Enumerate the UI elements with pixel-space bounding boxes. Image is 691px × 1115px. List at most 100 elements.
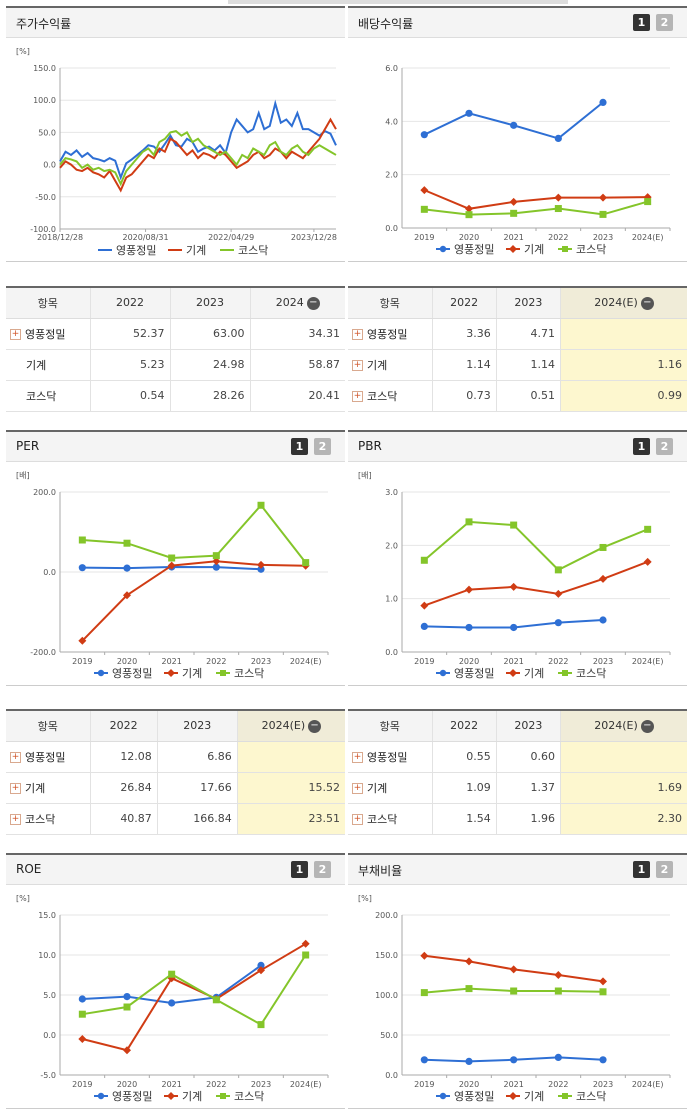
series-line-kosdaq <box>424 200 648 216</box>
legend-label-kosdaq[interactable]: 코스닥 <box>576 667 606 680</box>
panel-stock-return: 주가수익률 [%] 150.0 100.0 50.0 0.0 -50.0 -100.0 2018… <box>6 6 345 262</box>
expand-plus-icon[interactable]: + <box>352 783 363 794</box>
data-point-yp <box>78 564 86 572</box>
legend-marker <box>562 1093 568 1099</box>
legend-label-mach[interactable]: 기계 <box>524 667 544 680</box>
legend-marker <box>97 669 105 677</box>
x-tick-label: 2020 <box>117 1080 137 1089</box>
expand-plus-icon[interactable]: + <box>352 391 363 402</box>
legend-label-mach[interactable]: 기계 <box>524 243 544 256</box>
page-1-button[interactable]: 1 <box>291 861 308 878</box>
column-header: 2022 <box>89 288 171 319</box>
data-table: 항목 2022 2023 2024− + 영풍정밀 52.37 63.00 34.31 기계 5.2… <box>6 288 345 412</box>
expand-plus-icon[interactable]: + <box>352 814 363 825</box>
legend-marker <box>509 245 517 253</box>
page-1-button[interactable]: 1 <box>633 861 650 878</box>
series-line-yp <box>59 99 337 181</box>
legend-label-mach[interactable]: 기계 <box>182 667 202 680</box>
data-point-mach <box>420 951 429 960</box>
column-header-label: 항목 <box>37 719 58 733</box>
data-point-kosdaq <box>78 536 86 544</box>
legend-label-kosdaq[interactable]: 코스닥 <box>238 244 268 257</box>
data-point-mach <box>509 965 518 974</box>
panel-debt-ratio: 부채비율 1 2 [%] 200.0 150.0 100.0 50.0 0.0 2019 2020 2… <box>348 853 687 1109</box>
legend-label-yp[interactable]: 영풍정밀 <box>112 1090 152 1103</box>
page-2-button[interactable]: 2 <box>656 14 673 31</box>
data-point-kosdaq <box>420 205 428 213</box>
row-name-cell: + 코스닥 <box>348 380 432 412</box>
legend-label-kosdaq[interactable]: 코스닥 <box>576 1090 606 1103</box>
column-header: 2024(E) − <box>236 711 345 742</box>
page-1-button[interactable]: 1 <box>633 438 650 455</box>
page-2-button[interactable]: 2 <box>656 438 673 455</box>
table-cell <box>560 741 687 773</box>
data-point-mach <box>257 560 265 569</box>
data-point-kosdaq <box>123 1003 131 1011</box>
data-point-mach <box>78 636 87 645</box>
collapse-icon[interactable]: − <box>308 719 322 733</box>
data-point-mach <box>599 977 607 986</box>
table-header-row: 항목 2022 2023 2024(E) − <box>6 711 345 742</box>
page-2-button[interactable]: 2 <box>314 861 331 878</box>
legend-label-kosdaq[interactable]: 코스닥 <box>576 243 606 256</box>
table-row: + 영풍정밀 3.36 4.71 <box>348 318 687 350</box>
expand-plus-icon[interactable]: + <box>10 814 21 825</box>
legend-label-kosdaq[interactable]: 코스닥 <box>234 1090 264 1103</box>
x-tick-label: 2020 <box>459 233 479 242</box>
legend-label-yp[interactable]: 영풍정밀 <box>454 1090 494 1103</box>
column-header-label: 2023 <box>514 296 543 310</box>
page-2-button[interactable]: 2 <box>656 861 673 878</box>
legend-label-mach[interactable]: 기계 <box>524 1090 544 1103</box>
expand-plus-icon[interactable]: + <box>352 752 363 763</box>
expand-plus-icon[interactable]: + <box>352 360 363 371</box>
page-1-button[interactable]: 1 <box>291 438 308 455</box>
table-cell: 0.54 <box>89 380 171 412</box>
legend-label-yp[interactable]: 영풍정밀 <box>112 667 152 680</box>
y-tick-label: -100.0 <box>30 225 56 234</box>
table-cell: 1.69 <box>560 772 687 804</box>
column-header-label: 2022 <box>116 296 144 310</box>
legend-marker <box>97 1092 105 1100</box>
expand-plus-icon[interactable]: + <box>352 329 363 340</box>
expand-plus-icon[interactable]: + <box>10 783 21 794</box>
table-stock-return: 항목 2022 2023 2024− + 영풍정밀 52.37 63.00 34.31 기계 5.2… <box>6 286 345 412</box>
row-label: 영풍정밀 <box>367 750 408 764</box>
y-tick-label: -50.0 <box>35 193 56 202</box>
series-line-mach <box>82 942 307 1052</box>
panel-bottom-rule <box>6 1108 345 1109</box>
data-point-mach <box>509 582 518 591</box>
x-tick-label: 2022 <box>548 657 568 666</box>
table-cell: 0.55 <box>431 741 497 773</box>
collapse-icon[interactable]: − <box>306 296 320 310</box>
legend-label-yp[interactable]: 영풍정밀 <box>116 244 156 257</box>
series-line-kosdaq <box>82 954 307 1026</box>
collapse-icon[interactable]: − <box>640 719 654 733</box>
legend-label-kosdaq[interactable]: 코스닥 <box>234 667 264 680</box>
column-header: 2024(E) − <box>560 288 687 319</box>
data-point-mach <box>167 561 176 570</box>
line-chart: [%]200.0 150.0 100.0 50.0 0.0 2019 2020 2021 202… <box>358 894 671 1103</box>
legend-label-yp[interactable]: 영풍정밀 <box>454 243 494 256</box>
chart-legend: 영풍정밀 기계 코스닥 <box>94 667 264 680</box>
page-1-button[interactable]: 1 <box>633 14 650 31</box>
expand-plus-icon[interactable]: + <box>10 752 21 763</box>
table-cell: 34.31 <box>249 318 345 350</box>
page-2-button[interactable]: 2 <box>314 438 331 455</box>
legend-label-mach[interactable]: 기계 <box>186 244 206 257</box>
legend-label-yp[interactable]: 영풍정밀 <box>454 667 494 680</box>
legend-label-mach[interactable]: 기계 <box>182 1090 202 1103</box>
collapse-icon[interactable]: − <box>640 296 654 310</box>
expand-plus-icon[interactable]: + <box>10 329 21 340</box>
data-point-kosdaq <box>599 988 607 996</box>
x-tick-label: 2020 <box>117 657 137 666</box>
x-tick-label: 2024(E) <box>290 657 322 666</box>
x-tick-label: 2019 <box>72 657 92 666</box>
table-cell: 63.00 <box>169 318 251 350</box>
row-label: 코스닥 <box>25 812 56 826</box>
data-point-yp <box>78 995 86 1003</box>
table-cell: 5.23 <box>89 349 171 381</box>
x-tick-label: 2019 <box>414 233 434 242</box>
data-point-yp <box>123 993 131 1001</box>
